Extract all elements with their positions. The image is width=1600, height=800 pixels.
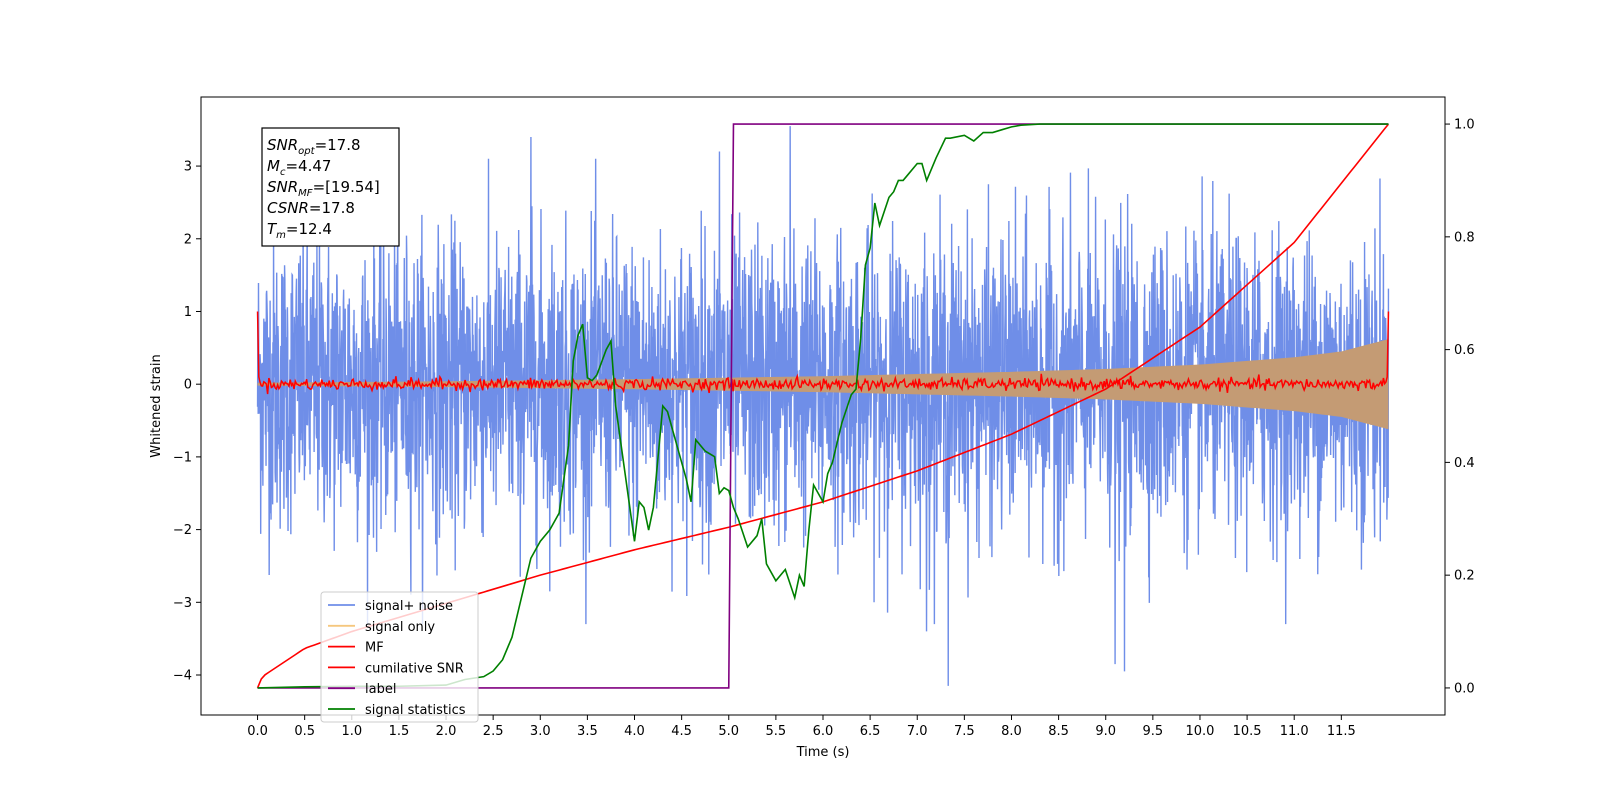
y-tick-label: −4 bbox=[173, 669, 192, 684]
legend-label: label bbox=[365, 682, 396, 697]
y-tick-label: 2 bbox=[184, 232, 192, 247]
x-tick-label: 3.0 bbox=[530, 724, 551, 739]
legend-label: signal only bbox=[365, 620, 435, 635]
y-tick-label: −2 bbox=[173, 523, 192, 538]
series-signal-statistics bbox=[257, 123, 1389, 689]
legend-label: signal+ noise bbox=[365, 599, 453, 614]
y2-tick-label: 0.4 bbox=[1454, 456, 1475, 471]
series-signal-noise bbox=[256, 126, 1390, 686]
x-tick-label: 6.5 bbox=[860, 724, 881, 739]
x-tick-label: 9.0 bbox=[1095, 724, 1116, 739]
legend: signal+ noise signal only MF cumilative SNR… bbox=[320, 591, 479, 723]
y-tick-label: −1 bbox=[173, 450, 192, 465]
x-tick-label: 8.0 bbox=[1001, 724, 1022, 739]
y2-tick-label: 0.8 bbox=[1454, 230, 1475, 245]
x-tick-label: 4.5 bbox=[671, 724, 692, 739]
legend-label: MF bbox=[365, 641, 384, 656]
x-tick-label: 10.5 bbox=[1233, 724, 1262, 739]
x-tick-label: 7.0 bbox=[907, 724, 928, 739]
x-tick-label: 2.5 bbox=[483, 724, 504, 739]
x-tick-label: 6.0 bbox=[813, 724, 834, 739]
y2-tick-label: 0.0 bbox=[1454, 681, 1475, 696]
legend-label: cumilative SNR bbox=[365, 661, 464, 676]
x-tick-label: 0.0 bbox=[247, 724, 268, 739]
x-tick-label: 1.5 bbox=[389, 724, 410, 739]
series-mf bbox=[256, 311, 1390, 395]
legend-frame bbox=[320, 591, 479, 723]
y-tick-label: 1 bbox=[184, 305, 192, 320]
info-line: SNRopt=17.8 bbox=[267, 136, 361, 157]
x-tick-label: 7.5 bbox=[954, 724, 975, 739]
y-tick-label: −3 bbox=[173, 596, 192, 611]
x-tick-label: 4.0 bbox=[624, 724, 645, 739]
y2-tick-label: 0.6 bbox=[1454, 343, 1475, 358]
x-axis-label: Time (s) bbox=[796, 745, 850, 760]
x-tick-label: 8.5 bbox=[1048, 724, 1069, 739]
y2-tick-label: 0.2 bbox=[1454, 569, 1475, 584]
x-tick-label: 11.0 bbox=[1280, 724, 1309, 739]
info-line: Mc=4.47 bbox=[267, 157, 331, 178]
x-tick-label: 3.5 bbox=[577, 724, 598, 739]
x-tick-label: 0.5 bbox=[294, 724, 315, 739]
info-box-frame bbox=[261, 127, 400, 247]
info-line: CSNR=17.8 bbox=[267, 199, 355, 217]
x-tick-label: 1.0 bbox=[341, 724, 362, 739]
y-tick-label: 3 bbox=[184, 160, 192, 175]
x-tick-label: 2.0 bbox=[436, 724, 457, 739]
y-tick-label: 0 bbox=[184, 378, 192, 393]
legend-label: signal statistics bbox=[365, 703, 466, 718]
info-line: SNRMF=[19.54] bbox=[267, 178, 380, 199]
x-tick-label: 10.0 bbox=[1185, 724, 1214, 739]
axis-ticks: 0.0 0.5 1.0 1.5 2.0 2.5 3.0 3.5 4.0 4.5 5.0 5.5 6.0 6… bbox=[173, 118, 1475, 739]
y-axis-label: Whitened strain bbox=[149, 354, 164, 457]
info-line: Tm=12.4 bbox=[267, 220, 332, 241]
x-tick-label: 9.5 bbox=[1143, 724, 1164, 739]
x-tick-label: 5.5 bbox=[766, 724, 787, 739]
x-tick-label: 11.5 bbox=[1327, 724, 1356, 739]
info-box: SNRopt=17.8Mc=4.47SNRMF=[19.54]CSNR=17.8… bbox=[261, 127, 400, 247]
x-tick-label: 5.0 bbox=[718, 724, 739, 739]
y2-tick-label: 1.0 bbox=[1454, 118, 1475, 133]
